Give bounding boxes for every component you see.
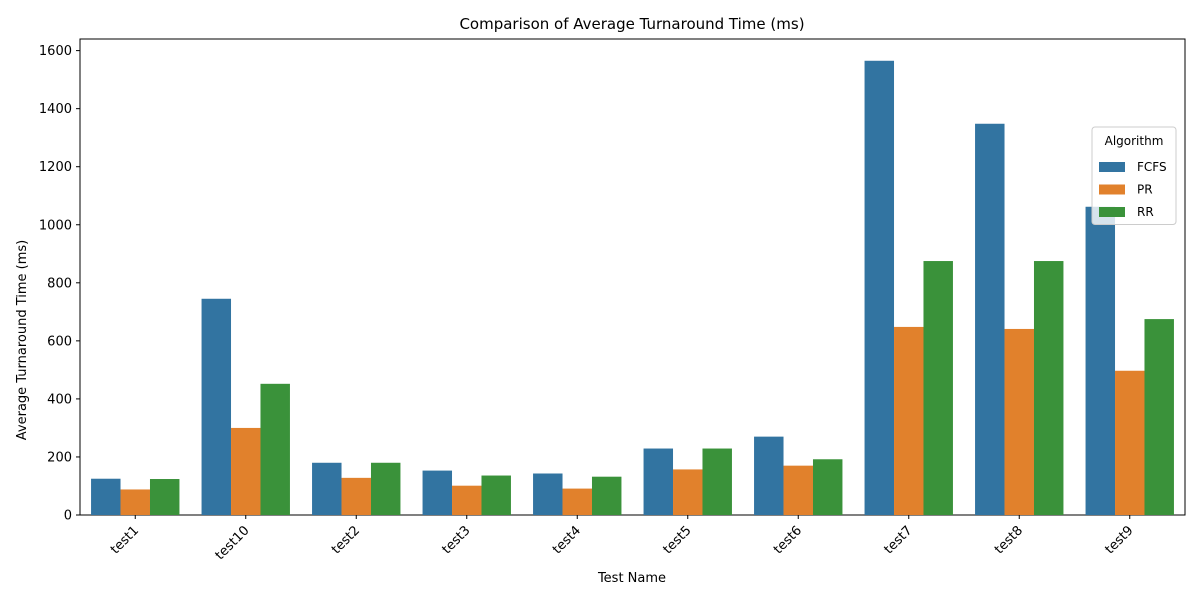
bar-rr-test5 [702,448,732,515]
bar-pr-test1 [120,489,150,515]
bar-pr-test5 [673,469,703,515]
plot-frame [79,38,1186,516]
legend: Algorithm FCFS PR RR [1091,126,1177,225]
x-tick-label-test2: test2 [329,523,363,557]
bar-rr-test4 [591,476,622,515]
bar-pr-test4 [562,488,592,515]
y-tick-label-800: 800 [47,276,72,291]
legend-label-fcfs: FCFS [1137,160,1167,174]
legend-label-pr: PR [1137,183,1153,197]
bar-fcfs-test9 [1085,206,1116,515]
y-tick-label-600: 600 [47,334,72,349]
y-tick-label-1600: 1600 [39,44,72,59]
bar-rr-test7 [923,261,953,515]
bar-fcfs-test1 [91,478,121,515]
chart-title: Comparison of Average Turnaround Time (m… [459,15,804,33]
x-tick-label-test8: test8 [992,523,1026,557]
bar-fcfs-test8 [975,123,1005,515]
legend-swatch-rr [1099,207,1125,217]
legend-box [1091,126,1177,225]
bar-pr-test8 [1004,328,1034,515]
bars-group [91,60,1174,516]
x-axis: test1 test10 test2 test3 test4 test5 test6 test… [108,515,1137,563]
bar-fcfs-test5 [643,448,674,515]
y-tick-label-1200: 1200 [39,160,72,175]
bar-fcfs-test3 [422,470,453,515]
y-tick-label-1400: 1400 [39,102,72,117]
bar-pr-test2 [341,477,371,515]
y-tick-label-0: 0 [64,509,72,524]
bar-pr-test10 [231,427,261,515]
x-tick-label-test10: test10 [213,523,253,563]
y-tick-label-1000: 1000 [39,218,72,233]
bar-pr-test3 [452,485,482,515]
x-tick-label-test4: test4 [550,523,584,557]
bar-fcfs-test6 [754,436,784,515]
y-tick-label-400: 400 [47,392,72,407]
legend-swatch-pr [1099,184,1125,195]
bar-pr-test6 [783,465,813,515]
y-axis-title: Average Turnaround Time (ms) [15,240,30,440]
bar-rr-test3 [481,475,511,515]
bar-rr-test6 [812,459,843,515]
plot-area [79,38,1186,516]
bar-rr-test9 [1144,319,1174,515]
x-tick-label-test1: test1 [108,523,142,557]
bar-rr-test2 [370,462,401,515]
y-axis: 0 200 400 600 800 1000 1200 1400 1600 [39,44,80,524]
legend-swatch-fcfs [1099,162,1125,172]
bar-fcfs-test4 [533,473,563,515]
y-tick-label-200: 200 [47,450,72,465]
bar-rr-test8 [1033,261,1064,515]
x-tick-label-test9: test9 [1102,523,1136,557]
x-tick-label-test3: test3 [439,523,473,557]
x-axis-title: Test Name [597,571,666,586]
x-tick-label-test6: test6 [771,523,805,557]
bar-fcfs-test7 [864,60,895,516]
bar-pr-test9 [1115,370,1145,515]
bar-fcfs-test10 [201,298,232,515]
legend-title: Algorithm [1105,134,1164,148]
bar-rr-test10 [260,383,290,515]
bar-pr-test7 [894,326,924,515]
legend-label-rr: RR [1137,205,1154,219]
x-tick-label-test5: test5 [660,523,694,557]
x-tick-label-test7: test7 [881,523,915,557]
bar-fcfs-test2 [312,462,342,515]
bar-rr-test1 [149,479,180,515]
